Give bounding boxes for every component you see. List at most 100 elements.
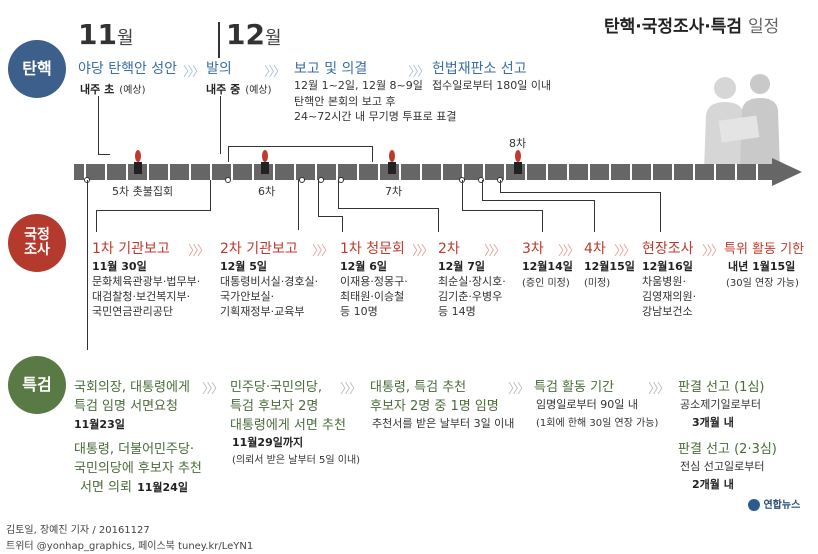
probe-event-4-line1: 최순실·장시호· xyxy=(438,275,506,288)
connector-line xyxy=(318,180,319,216)
connector-line xyxy=(228,146,229,162)
timeline-tick xyxy=(714,164,716,180)
connector-line xyxy=(372,146,373,162)
candle-icon xyxy=(514,150,522,174)
candle-icon xyxy=(388,150,396,174)
special-step-5-title: 판결 선고 (1심) xyxy=(678,380,765,395)
timeline-tick xyxy=(210,164,212,180)
timeline-tick xyxy=(735,164,737,180)
probe-event-2-line2: 국가안보실· xyxy=(220,290,275,303)
connector-line xyxy=(98,154,110,155)
special-step-3-line1: 대통령, 특검 추천 xyxy=(370,380,467,395)
timeline-tick xyxy=(693,164,695,180)
special-step-6-line2: 2개월 내 xyxy=(692,478,734,491)
probe-event-8-title: 특위 활동 기한 xyxy=(724,242,805,257)
probe-event-4-title: 2차 xyxy=(438,241,460,257)
connector-line xyxy=(542,210,543,232)
special-step-4-title: 특검 활동 기간 xyxy=(534,380,615,395)
probe-event-1-title: 1차 기관보고 xyxy=(92,241,170,257)
impeach-event-draft-title: 야당 탄핵안 성안 xyxy=(78,61,178,77)
probe-event-4-date: 12월 7일 xyxy=(438,260,486,273)
probe-event-3-line2: 최태원·이승철 xyxy=(340,290,405,303)
special-step-3-desc: 추천서를 받은 날부터 3일 이내 xyxy=(372,417,515,430)
connector-line xyxy=(482,180,483,200)
candle-icon xyxy=(134,150,142,174)
special-step-6-line1: 전심 선고일로부터 xyxy=(680,460,765,473)
timeline-tick xyxy=(105,164,107,180)
section-special-badge: 특검 xyxy=(8,356,66,414)
timeline-tick xyxy=(525,164,527,180)
timeline-dot xyxy=(225,177,231,183)
special-step-4-line2: (1회에 한해 30일 연장 가능) xyxy=(536,418,659,429)
timeline-tick xyxy=(651,164,653,180)
probe-event-3-title: 1차 청문회 xyxy=(340,241,405,257)
timeline-tick xyxy=(126,164,128,180)
arrow-glyph: 〉〉〉 xyxy=(312,244,334,259)
arrow-glyph: 〉〉〉 xyxy=(202,382,224,397)
timeline-tick xyxy=(336,164,338,180)
special-step-2-note: (의뢰서 받은 날부터 5일 이내) xyxy=(232,455,361,466)
connector-line xyxy=(342,216,343,232)
arrow-glyph: 〉〉〉 xyxy=(183,65,205,80)
rally-label-7: 7차 xyxy=(385,185,403,198)
connector-line xyxy=(96,210,211,211)
timeline-bar xyxy=(74,158,802,186)
timeline-tick xyxy=(273,164,275,180)
probe-event-4-line2: 김기춘·우병우 xyxy=(438,290,503,303)
arrow-glyph: 〉〉〉 xyxy=(412,244,434,259)
special-step-2-line1: 민주당·국민의당, xyxy=(230,380,322,395)
impeach-event-vote-desc2: 24~72시간 내 무기명 투표로 표결 xyxy=(294,110,457,123)
timeline-tick xyxy=(252,164,254,180)
timeline-tick xyxy=(189,164,191,180)
timeline-tick xyxy=(756,164,758,180)
arrow-glyph: 〉〉〉 xyxy=(264,65,286,80)
arrow-glyph: 〉〉〉 xyxy=(648,382,670,397)
timeline-tick xyxy=(357,164,359,180)
connector-line xyxy=(500,180,501,192)
timeline-tick xyxy=(441,164,443,180)
probe-event-2-line1: 대통령비서실·경호실· xyxy=(220,275,319,288)
rally-label-8: 8차 xyxy=(509,137,527,150)
section-impeach-badge: 탄핵 xyxy=(8,40,66,98)
probe-event-1-date: 11월 30일 xyxy=(92,260,147,273)
timeline-tick xyxy=(630,164,632,180)
impeach-event-court-title: 헌법재판소 선고 xyxy=(432,61,527,77)
connector-line xyxy=(338,180,339,208)
connector-line xyxy=(594,200,595,232)
probe-event-7-date: 12월16일 xyxy=(642,260,693,273)
special-step-1b-line3: 서면 의뢰 11월24일 xyxy=(80,480,188,495)
impeach-event-motion-title: 발의 xyxy=(206,61,232,77)
connector-line xyxy=(462,210,542,211)
special-step-1b-line2: 국민의당에 후보자 추천 xyxy=(74,461,202,476)
connector-line xyxy=(500,192,660,193)
arrow-glyph: 〉〉〉 xyxy=(558,244,580,259)
special-step-1-line1: 국회의장, 대통령에게 xyxy=(74,380,190,395)
timeline-tick xyxy=(504,164,506,180)
timeline-tick xyxy=(588,164,590,180)
timeline-tick xyxy=(147,164,149,180)
yonhap-logo: 연합뉴스 xyxy=(748,496,800,511)
timeline-tick xyxy=(483,164,485,180)
timeline-tick xyxy=(378,164,380,180)
connector-line xyxy=(228,146,373,147)
footer-credit: 김토일, 장예진 기자 / 20161127 xyxy=(6,525,150,536)
probe-event-8-line1: (30일 연장 가능) xyxy=(726,278,799,289)
footer-sns: 트위터 @yonhap_graphics, 페이스북 tuney.kr/LeYN… xyxy=(6,541,254,552)
probe-event-1-line1: 문화체육관광부·법무부· xyxy=(92,275,201,288)
section-probe-badge: 국정 조사 xyxy=(8,214,66,272)
timeline-tick xyxy=(609,164,611,180)
probe-event-5-line1: (증인 미정) xyxy=(522,278,570,289)
probe-event-2-line3: 기획재정부·교육부 xyxy=(220,305,305,318)
probe-event-6-title: 4차 xyxy=(584,241,606,257)
connector-line xyxy=(462,180,463,210)
connector-line xyxy=(482,200,594,201)
probe-event-4-line3: 등 14명 xyxy=(438,305,476,318)
connector-line xyxy=(210,180,211,210)
month-november: 11월 xyxy=(78,18,134,51)
special-step-5-line2: 3개월 내 xyxy=(692,416,734,429)
probe-event-6-date: 12월15일 xyxy=(584,260,635,273)
month-divider xyxy=(218,22,220,58)
probe-event-8-date: 내년 1월15일 xyxy=(728,260,796,273)
probe-event-5-date: 12월14일 xyxy=(522,260,573,273)
special-step-2-line3: 대통령에게 서면 추천 xyxy=(230,418,346,433)
